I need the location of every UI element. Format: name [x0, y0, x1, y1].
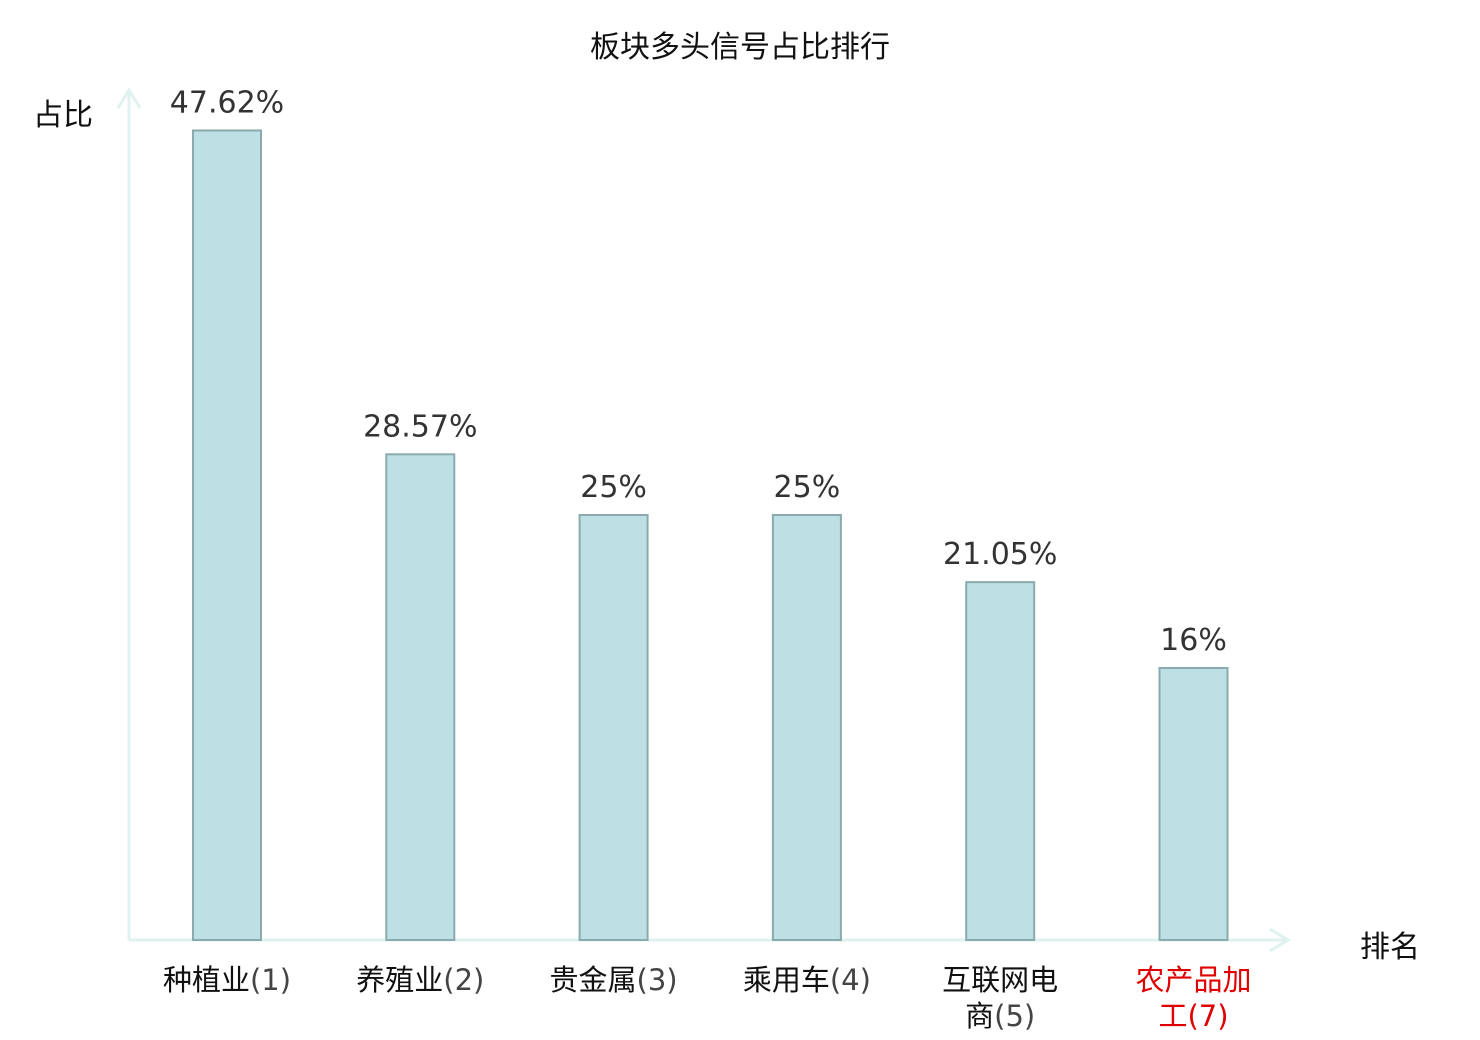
category-rank: (1) — [249, 963, 292, 997]
value-labels: 47.62% 28.57% 25% 25% 21.05% 16% — [170, 85, 1227, 658]
category-rank: (3) — [636, 963, 678, 997]
bar — [771, 514, 842, 941]
bar-value-label: 28.57% — [363, 409, 477, 444]
bars — [192, 129, 1229, 942]
category-name: 种植业 — [162, 963, 250, 997]
bar — [1158, 667, 1229, 941]
x-tick-label: 互联网电 商(5) — [910, 962, 1090, 1034]
category-name: 农产品加工 — [1135, 963, 1252, 1033]
x-tick-label: 种植业(1) — [137, 962, 317, 998]
bar — [578, 514, 649, 941]
x-tick-label: 贵金属(3) — [524, 962, 704, 998]
bar-value-label: 21.05% — [943, 537, 1057, 572]
category-rank: (4) — [829, 963, 871, 997]
x-tick-label: 农产品加 工(7) — [1104, 962, 1284, 1034]
x-tick-label: 养殖业(2) — [330, 962, 510, 998]
x-tick-label: 乘用车(4) — [717, 962, 897, 998]
category-name: 互联网电商 — [942, 963, 1059, 1033]
chart-title: 板块多头信号占比排行 — [590, 30, 890, 65]
bar-value-label: 16% — [1160, 623, 1227, 658]
axes — [116, 87, 1291, 953]
y-axis-arrow — [116, 87, 142, 109]
category-rank: (5) — [994, 999, 1036, 1033]
category-name: 乘用车 — [742, 963, 830, 997]
bar — [192, 129, 262, 941]
x-axis-label: 排名 — [1360, 930, 1420, 965]
bar — [965, 581, 1036, 942]
category-rank: (2) — [443, 963, 485, 997]
bar — [385, 453, 456, 941]
category-name: 贵金属 — [549, 963, 637, 997]
category-name: 养殖业 — [356, 963, 444, 997]
category-rank: (7) — [1187, 999, 1229, 1033]
bar-value-label: 47.62% — [170, 85, 284, 120]
y-axis-label: 占比 — [33, 98, 93, 133]
bar-value-label: 25% — [774, 470, 841, 505]
bar-value-label: 25% — [580, 470, 647, 505]
x-axis-arrow — [1269, 927, 1291, 953]
